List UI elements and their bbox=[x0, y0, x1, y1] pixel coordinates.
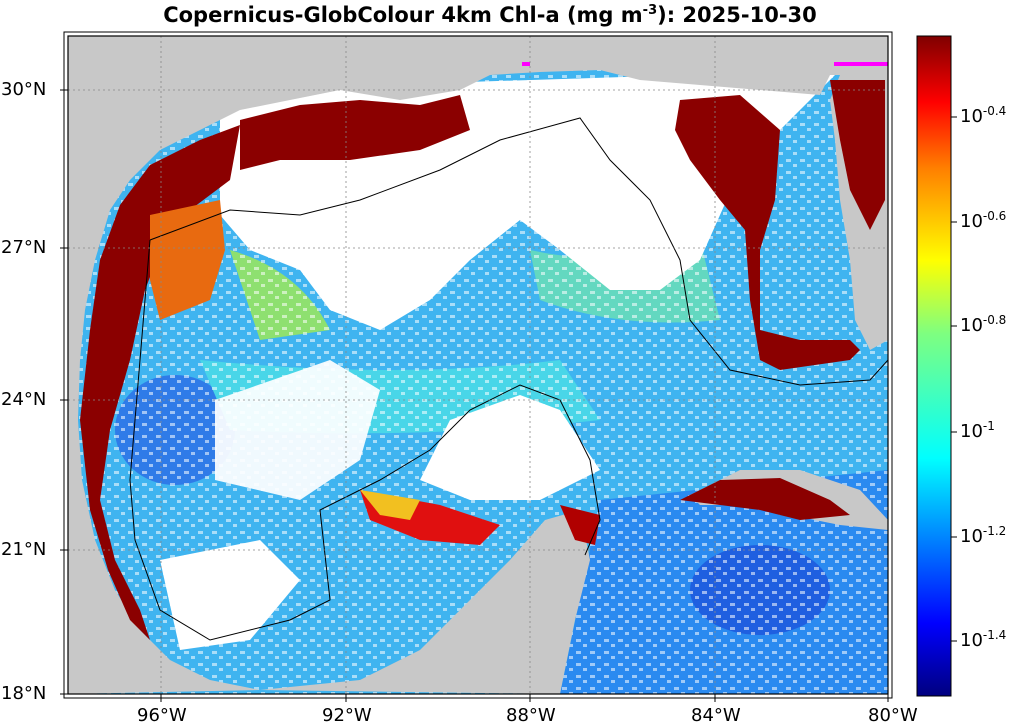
colorbar-label-neg1.2: 10-1.2 bbox=[960, 524, 1007, 547]
tick-marks bbox=[60, 89, 889, 702]
yucatan-coastal-chl bbox=[560, 505, 600, 545]
colorbar-label-neg0.6: 10-0.6 bbox=[960, 209, 1007, 232]
lon-label-80w: 80°W bbox=[868, 705, 918, 726]
lat-label-24n: 24°N bbox=[1, 389, 47, 410]
colorbar-ticks bbox=[951, 116, 957, 642]
colorbar-label-neg1.4: 10-1.4 bbox=[960, 628, 1007, 651]
map-frame bbox=[67, 35, 889, 695]
texas-shelf-orange bbox=[150, 200, 225, 320]
map-outer-frame bbox=[63, 31, 893, 699]
texas-coastal-chl bbox=[80, 125, 240, 640]
cuba-shelf-chl bbox=[680, 478, 850, 520]
graticule bbox=[68, 36, 888, 694]
lon-label-84w: 84°W bbox=[691, 705, 741, 726]
lat-label-30n: 30°N bbox=[1, 79, 47, 100]
florida-coastal-chl bbox=[675, 95, 860, 370]
land-us-mexico bbox=[68, 36, 888, 694]
lon-label-92w: 92°W bbox=[322, 705, 372, 726]
map-layers bbox=[68, 36, 888, 694]
colorbar-label-neg0.4: 10-0.4 bbox=[960, 104, 1007, 127]
lon-label-88w: 88°W bbox=[506, 705, 556, 726]
land-yucatan bbox=[260, 510, 590, 694]
lat-label-27n: 27°N bbox=[1, 237, 47, 258]
florida-atlantic-chl bbox=[830, 80, 885, 230]
isobath-north bbox=[149, 117, 888, 386]
map-title: Copernicus-GlobColour 4km Chl-a (mg m-3)… bbox=[163, 3, 817, 27]
campeche-yellow-patch bbox=[360, 490, 420, 520]
lat-label-18n: 18°N bbox=[1, 683, 47, 704]
louisiana-coastal-chl bbox=[240, 95, 470, 170]
colorbar-label-neg1: 10-1 bbox=[960, 419, 995, 442]
lat-label-21n: 21°N bbox=[1, 539, 47, 560]
lon-label-96w: 96°W bbox=[137, 705, 187, 726]
colorbar bbox=[916, 35, 952, 697]
colorbar-label-neg0.8: 10-0.8 bbox=[960, 313, 1007, 336]
